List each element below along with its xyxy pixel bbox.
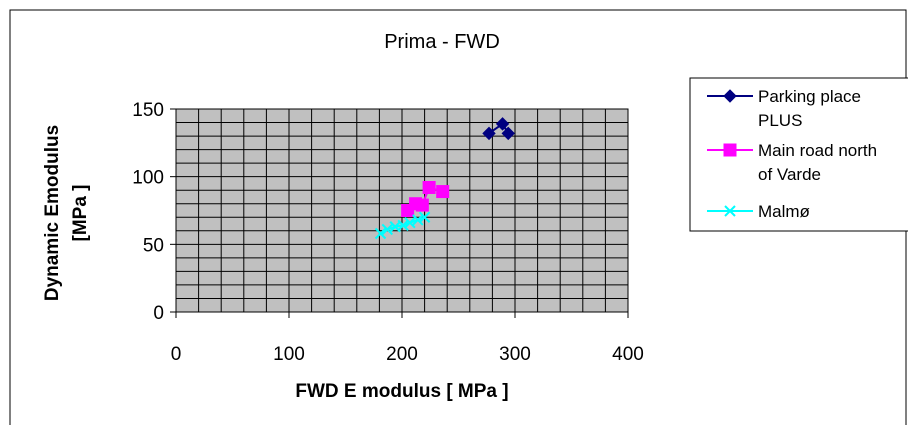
marker-stroke [397,219,409,232]
y-axis-title-line-2: [MPa ] [70,185,91,242]
x-tick-label: 400 [612,344,644,365]
marker-stroke [389,221,401,233]
legend-label: of Varde [758,165,821,184]
legend-label: Parking place [758,87,861,106]
y-tick-label: 150 [132,100,164,121]
x-tick-label: 0 [171,344,182,365]
data-point [501,126,515,141]
legend-label: PLUS [758,111,802,130]
marker-stroke [404,216,416,229]
marker-stroke [724,205,736,217]
data-point [422,180,436,194]
y-tick-label: 100 [132,168,164,189]
y-tick-label: 0 [153,303,164,324]
marker-stroke [381,223,394,236]
data-point [412,214,424,226]
data-point [415,198,429,212]
chart-title: Prima - FWD [384,31,500,53]
x-axis-title: FWD E modulus [ MPa ] [295,381,508,402]
y-axis-title-line-1: Dynamic Emodulus [42,125,63,301]
legend-entries: Parking place PLUS Main road north of Varde… [707,87,877,221]
legend-label: Malmø [758,202,810,221]
series-1 [482,117,515,141]
marker-stroke [412,214,424,226]
data-series [374,117,515,240]
legend-entry-1: Parking place PLUS [707,87,861,130]
series-3 [374,211,431,240]
axis-ticks: 0 100 200 300 400 0 50 100 150 [132,100,644,365]
legend-marker [723,89,737,103]
data-point [404,216,416,229]
x-tick-label: 100 [273,344,305,365]
y-tick-label: 50 [143,235,164,256]
data-point [381,223,394,236]
legend-label: Main road north [758,141,877,160]
marker-stroke [374,227,387,240]
legend-marker [724,205,736,217]
grid [176,109,628,312]
series-2 [401,180,450,217]
data-point [482,126,496,141]
legend-entry-3: Malmø [707,202,810,221]
y-axis-title: Dynamic Emodulus [MPa ] [42,125,91,301]
data-point [374,227,387,240]
legend-entry-2: Main road north of Varde [707,141,877,184]
legend-marker [723,143,737,157]
marker-stroke [418,211,431,223]
x-tick-label: 200 [386,344,418,365]
data-point [436,185,450,199]
data-point [397,219,409,232]
x-tick-label: 300 [499,344,531,365]
data-point [495,117,510,131]
data-point [418,211,431,223]
